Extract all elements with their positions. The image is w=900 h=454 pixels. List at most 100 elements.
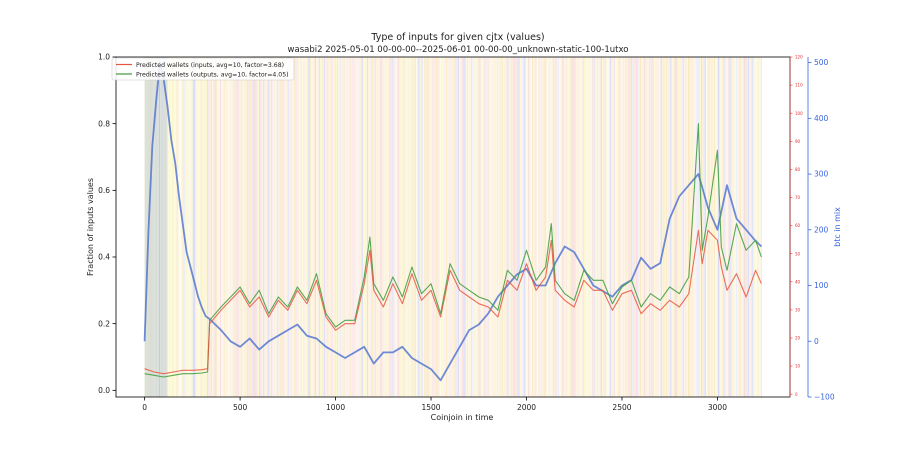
background-band (639, 57, 641, 397)
background-band (740, 57, 742, 397)
background-band (555, 57, 557, 397)
background-band (418, 57, 420, 397)
background-band (525, 57, 527, 397)
background-band (252, 57, 254, 397)
y-tick-label: 0.0 (98, 386, 110, 395)
background-band (381, 57, 383, 397)
y3-tick-label: 90 (795, 139, 801, 144)
background-band (229, 57, 231, 397)
background-band (342, 57, 344, 397)
background-band (598, 57, 600, 397)
background-band (396, 57, 398, 397)
background-band (170, 57, 172, 397)
background-band (179, 57, 181, 397)
background-band (676, 57, 678, 397)
background-band (623, 57, 625, 397)
background-band (261, 57, 263, 397)
background-band (541, 57, 543, 397)
background-band (269, 57, 271, 397)
background-band (733, 57, 735, 397)
y2-tick-label: 400 (814, 114, 829, 123)
background-band (379, 57, 381, 397)
background-band (723, 57, 725, 397)
background-band (496, 57, 498, 397)
background-band (435, 57, 437, 397)
background-band (535, 57, 537, 397)
background-band (633, 57, 635, 397)
background-band (203, 57, 205, 397)
background-band (437, 57, 439, 397)
background-band (251, 57, 253, 397)
background-band (238, 57, 240, 397)
background-band (759, 57, 761, 397)
background-band (195, 57, 197, 397)
background-band (307, 57, 309, 397)
background-band (199, 57, 201, 397)
background-band (595, 57, 597, 397)
background-band (361, 57, 363, 397)
background-band (186, 57, 188, 397)
background-band (515, 57, 517, 397)
background-band (732, 57, 734, 397)
background-band (538, 57, 540, 397)
background-band (178, 57, 180, 397)
background-band (335, 57, 337, 397)
background-band (149, 57, 151, 397)
background-band (216, 57, 218, 397)
background-band (322, 57, 324, 397)
background-band (417, 57, 419, 397)
background-band (404, 57, 406, 397)
background-band (145, 57, 147, 397)
background-band (619, 57, 621, 397)
background-band (482, 57, 484, 397)
background-band (706, 57, 708, 397)
background-band (282, 57, 284, 397)
background-band (565, 57, 567, 397)
background-band (144, 57, 146, 397)
background-band (383, 57, 385, 397)
background-band (672, 57, 674, 397)
background-band (168, 57, 170, 397)
background-band (560, 57, 562, 397)
background-band (650, 57, 652, 397)
background-band (378, 57, 380, 397)
background-band (391, 57, 393, 397)
background-band (350, 57, 352, 397)
background-band (524, 57, 526, 397)
background-band (316, 57, 318, 397)
y2-tick-label: 300 (814, 170, 829, 179)
background-band (477, 57, 479, 397)
background-band (373, 57, 375, 397)
background-band (636, 57, 638, 397)
background-band (494, 57, 496, 397)
background-band (513, 57, 515, 397)
background-band (413, 57, 415, 397)
background-band (242, 57, 244, 397)
background-band (594, 57, 596, 397)
background-band (425, 57, 427, 397)
background-band (390, 57, 392, 397)
background-band (693, 57, 695, 397)
background-band (474, 57, 476, 397)
background-band (356, 57, 358, 397)
background-band (287, 57, 289, 397)
background-band (359, 57, 361, 397)
background-band (311, 57, 313, 397)
background-band (699, 57, 701, 397)
background-band (577, 57, 579, 397)
background-band (600, 57, 602, 397)
background-band (451, 57, 453, 397)
legend: Predicted wallets (inputs, avg=10, facto… (111, 57, 295, 81)
background-band (745, 57, 747, 397)
background-band (656, 57, 658, 397)
background-band (459, 57, 461, 397)
background-band (655, 57, 657, 397)
background-band (558, 57, 560, 397)
background-band (545, 57, 547, 397)
background-band (386, 57, 388, 397)
background-band (309, 57, 311, 397)
background-band (200, 57, 202, 397)
y3-tick-label: 100 (795, 111, 803, 116)
background-band (398, 57, 400, 397)
background-band (236, 57, 238, 397)
